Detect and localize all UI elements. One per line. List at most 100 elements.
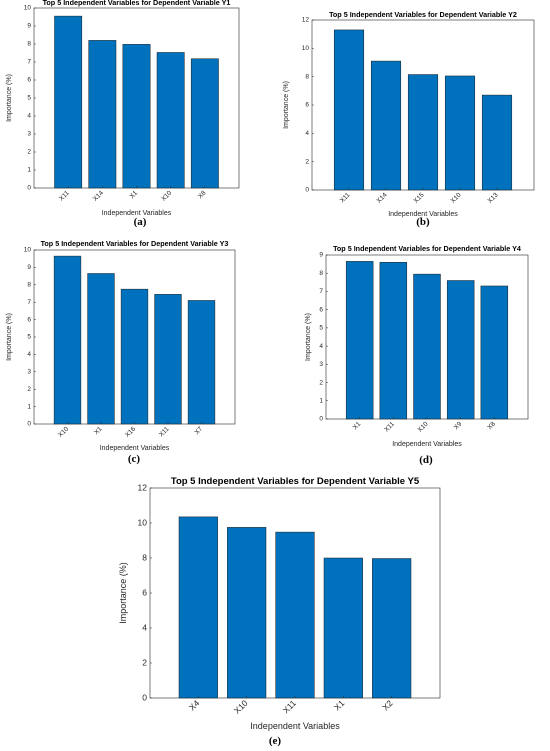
bar-x15 (407, 74, 439, 191)
x-tick-label: X7 (194, 425, 205, 436)
x-tick-label: X15 (412, 191, 425, 204)
panel-label-c: (c) (127, 453, 141, 465)
y-tick-label: 7 (27, 59, 31, 66)
chart-panel-b: X11 X14 X15 X10 X13 0 2 4 6 8 10 12 Top 5 Independen… (275, 0, 550, 240)
panel-label-b: (b) (416, 216, 430, 228)
chart-svg-c: X10 X1 X16 X11 X7 0 1 2 3 4 5 6 7 8 9 10 Top 5 Independe… (6, 239, 236, 452)
x-axis-label-b: Independent Variables (388, 211, 458, 218)
y-tick-label: 6 (27, 316, 31, 323)
y-tick-label: 5 (27, 95, 31, 102)
x-tick-label: X11 (281, 698, 299, 716)
bar-x11 (275, 531, 315, 699)
y-tick-label: 12 (302, 17, 310, 24)
y-tick-label: 4 (27, 351, 31, 358)
chart-panel-c: X10 X1 X16 X11 X7 0 1 2 3 4 5 6 7 8 9 10 Top 5 Independe… (0, 239, 275, 475)
x-tick-label: X10 (416, 420, 429, 433)
y-tick-label: 0 (27, 421, 31, 428)
x-tick-label: X2 (380, 698, 395, 713)
bar-x1 (345, 261, 374, 420)
y-tick-label: 4 (27, 113, 31, 120)
y-tick-label: 1 (319, 397, 323, 404)
bar-x10 (413, 273, 441, 420)
y-axis-label-b: Importance (%) (283, 81, 290, 129)
y-axis-label-a: Importance (%) (6, 74, 13, 122)
x-tick-label: X16 (124, 425, 137, 438)
chart-panel-a: X11 X14 X1 X10 X8 0 1 2 3 4 5 6 7 8 9 10 Top 5 Independe… (0, 0, 275, 240)
x-tick-label: X10 (57, 425, 70, 438)
y-tick-label: 8 (305, 73, 309, 80)
x-tick-label: X13 (486, 191, 499, 204)
x-tick-label: X1 (352, 420, 363, 431)
y-tick-label: 8 (319, 270, 323, 277)
y-tick-label: 10 (302, 45, 310, 52)
bar-x11 (379, 262, 408, 420)
y-tick-label: 5 (27, 334, 31, 341)
bar-x1 (122, 44, 151, 189)
bar-x8 (480, 285, 509, 420)
y-tick-label: 6 (305, 102, 309, 109)
x-tick-label: X4 (187, 698, 202, 713)
bar-x10 (227, 527, 267, 699)
panel-label-e: (e) (268, 735, 282, 747)
y-tick-label: 4 (305, 130, 309, 137)
x-tick-label: X10 (160, 189, 173, 202)
bar-x10 (444, 75, 476, 191)
chart-svg-b: X11 X14 X15 X10 X13 0 2 4 6 8 10 12 Top 5 Independen… (283, 10, 535, 218)
y-tick-label: 2 (27, 149, 31, 156)
bar-x1 (87, 273, 115, 425)
bar-x11 (54, 15, 83, 189)
bar-x8 (190, 58, 219, 189)
x-axis-label-d: Independent Variables (392, 441, 462, 448)
x-axis-label-e: Independent Variables (250, 721, 340, 731)
y-tick-label: 0 (142, 692, 147, 702)
x-tick-label: X8 (197, 189, 208, 200)
panel-label-a: (a) (133, 216, 147, 228)
y-tick-label: 9 (27, 264, 31, 271)
x-tick-label: X1 (332, 698, 347, 713)
y-tick-label: 3 (27, 131, 31, 138)
y-tick-label: 8 (27, 41, 31, 48)
bar-x13 (481, 94, 513, 191)
x-tick-label: X14 (375, 191, 388, 204)
bar-x14 (88, 40, 117, 189)
chart-title-d: Top 5 Independent Variables for Dependen… (333, 244, 521, 253)
bar-x11 (154, 294, 182, 425)
x-tick-label: X11 (339, 191, 352, 204)
y-tick-label: 10 (138, 517, 148, 527)
y-tick-label: 3 (27, 369, 31, 376)
bar-x10 (53, 255, 82, 425)
y-axis-label-d: Importance (%) (305, 313, 312, 361)
x-axis-label-c: Independent Variables (100, 445, 170, 452)
x-tick-label: X11 (158, 425, 171, 438)
y-tick-label: 0 (305, 187, 309, 194)
y-tick-label: 2 (27, 386, 31, 393)
x-tick-label: X1 (129, 189, 140, 200)
chart-panel-e: X4 X10 X11 X1 X2 0 2 4 6 8 10 12 Top 5 Independent V… (100, 470, 450, 751)
y-tick-label: 2 (319, 379, 323, 386)
y-tick-label: 7 (27, 299, 31, 306)
y-tick-label: 9 (27, 23, 31, 30)
y-tick-label: 1 (27, 403, 31, 410)
y-tick-label: 4 (142, 622, 147, 632)
x-tick-label: X10 (232, 698, 250, 716)
x-tick-label: X14 (92, 189, 105, 202)
y-tick-label: 8 (142, 552, 147, 562)
x-tick-label: X1 (93, 425, 104, 436)
y-tick-label: 4 (319, 343, 323, 350)
y-tick-label: 2 (305, 158, 309, 165)
chart-svg-d: X1 X11 X10 X9 X8 0 1 2 3 4 5 6 7 8 9 Top 5 Independent … (305, 244, 529, 448)
y-tick-label: 3 (319, 361, 323, 368)
y-tick-label: 10 (24, 247, 32, 254)
bar-x14 (370, 60, 402, 191)
bar-x4 (178, 516, 218, 699)
bar-x9 (446, 280, 475, 420)
panel-label-d: (d) (419, 454, 433, 466)
y-tick-label: 6 (319, 306, 323, 313)
bar-x10 (156, 52, 185, 189)
chart-title-a: Top 5 Independent Variables for Dependen… (43, 0, 231, 7)
chart-title-c: Top 5 Independent Variables for Dependen… (41, 239, 229, 248)
chart-svg-a: X11 X14 X1 X10 X8 0 1 2 3 4 5 6 7 8 9 10 Top 5 Independe… (6, 0, 240, 217)
x-tick-label: X11 (58, 189, 71, 202)
y-tick-label: 9 (319, 252, 323, 259)
y-tick-label: 10 (24, 5, 32, 12)
